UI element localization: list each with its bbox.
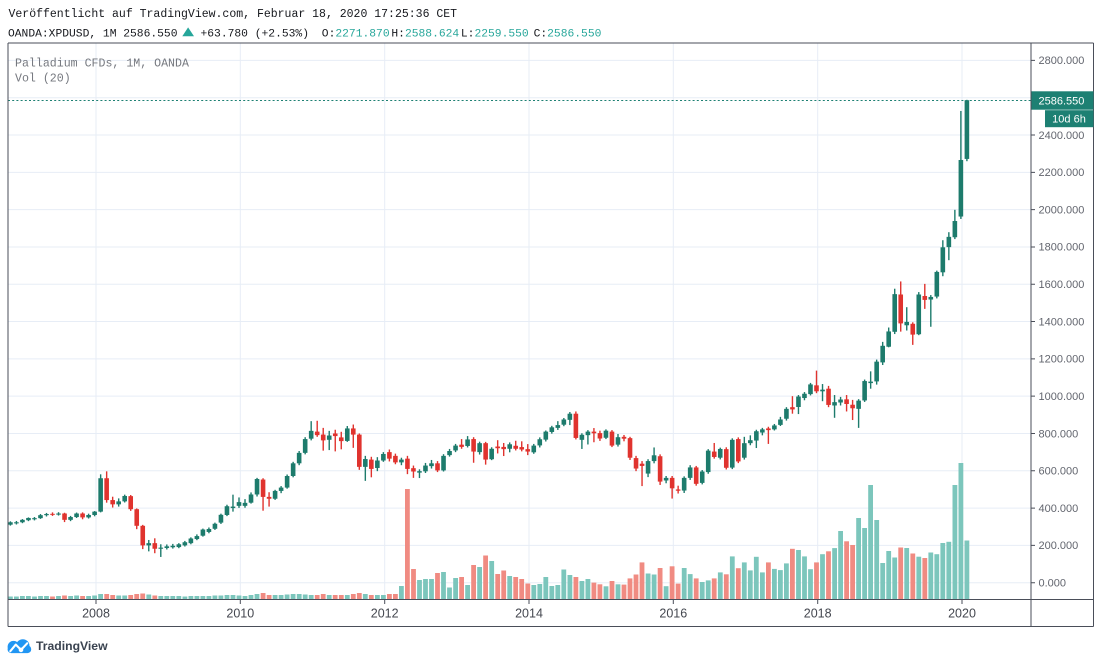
svg-text:200.000: 200.000 (1039, 540, 1079, 552)
svg-text:10d 6h: 10d 6h (1052, 114, 1086, 126)
svg-text:400.000: 400.000 (1039, 503, 1079, 515)
svg-text:1200.000: 1200.000 (1039, 354, 1085, 366)
svg-text:Veröffentlicht auf TradingView: Veröffentlicht auf TradingView.com, Febr… (9, 8, 458, 21)
svg-text:2000.000: 2000.000 (1039, 204, 1085, 216)
svg-text:2200.000: 2200.000 (1039, 167, 1085, 179)
svg-text:TradingView: TradingView (36, 639, 108, 653)
svg-text:2586.550: 2586.550 (1039, 95, 1085, 107)
svg-text:2016: 2016 (659, 607, 687, 621)
svg-text:1600.000: 1600.000 (1039, 279, 1085, 291)
svg-text:2014: 2014 (515, 607, 543, 621)
svg-text:2800.000: 2800.000 (1039, 55, 1085, 67)
svg-text:800.000: 800.000 (1039, 428, 1079, 440)
svg-text:1400.000: 1400.000 (1039, 316, 1085, 328)
svg-text:2018: 2018 (804, 607, 832, 621)
svg-text:2008: 2008 (82, 607, 110, 621)
svg-text:600.000: 600.000 (1039, 466, 1079, 478)
svg-text:2020: 2020 (948, 607, 976, 621)
svg-text:OANDA:XPDUSD, 1M 2586.550+63.7: OANDA:XPDUSD, 1M 2586.550 +63.780 (+2.53%… (8, 28, 602, 40)
svg-text:2400.000: 2400.000 (1039, 130, 1085, 142)
svg-text:2010: 2010 (226, 607, 254, 621)
svg-text:1800.000: 1800.000 (1039, 242, 1085, 254)
svg-text:0.000: 0.000 (1039, 578, 1067, 590)
svg-text:1000.000: 1000.000 (1039, 391, 1085, 403)
svg-text:2012: 2012 (371, 607, 399, 621)
svg-text:Palladium CFDs, 1M, OANDA: Palladium CFDs, 1M, OANDA (15, 58, 189, 71)
svg-text:Vol (20): Vol (20) (15, 73, 71, 86)
